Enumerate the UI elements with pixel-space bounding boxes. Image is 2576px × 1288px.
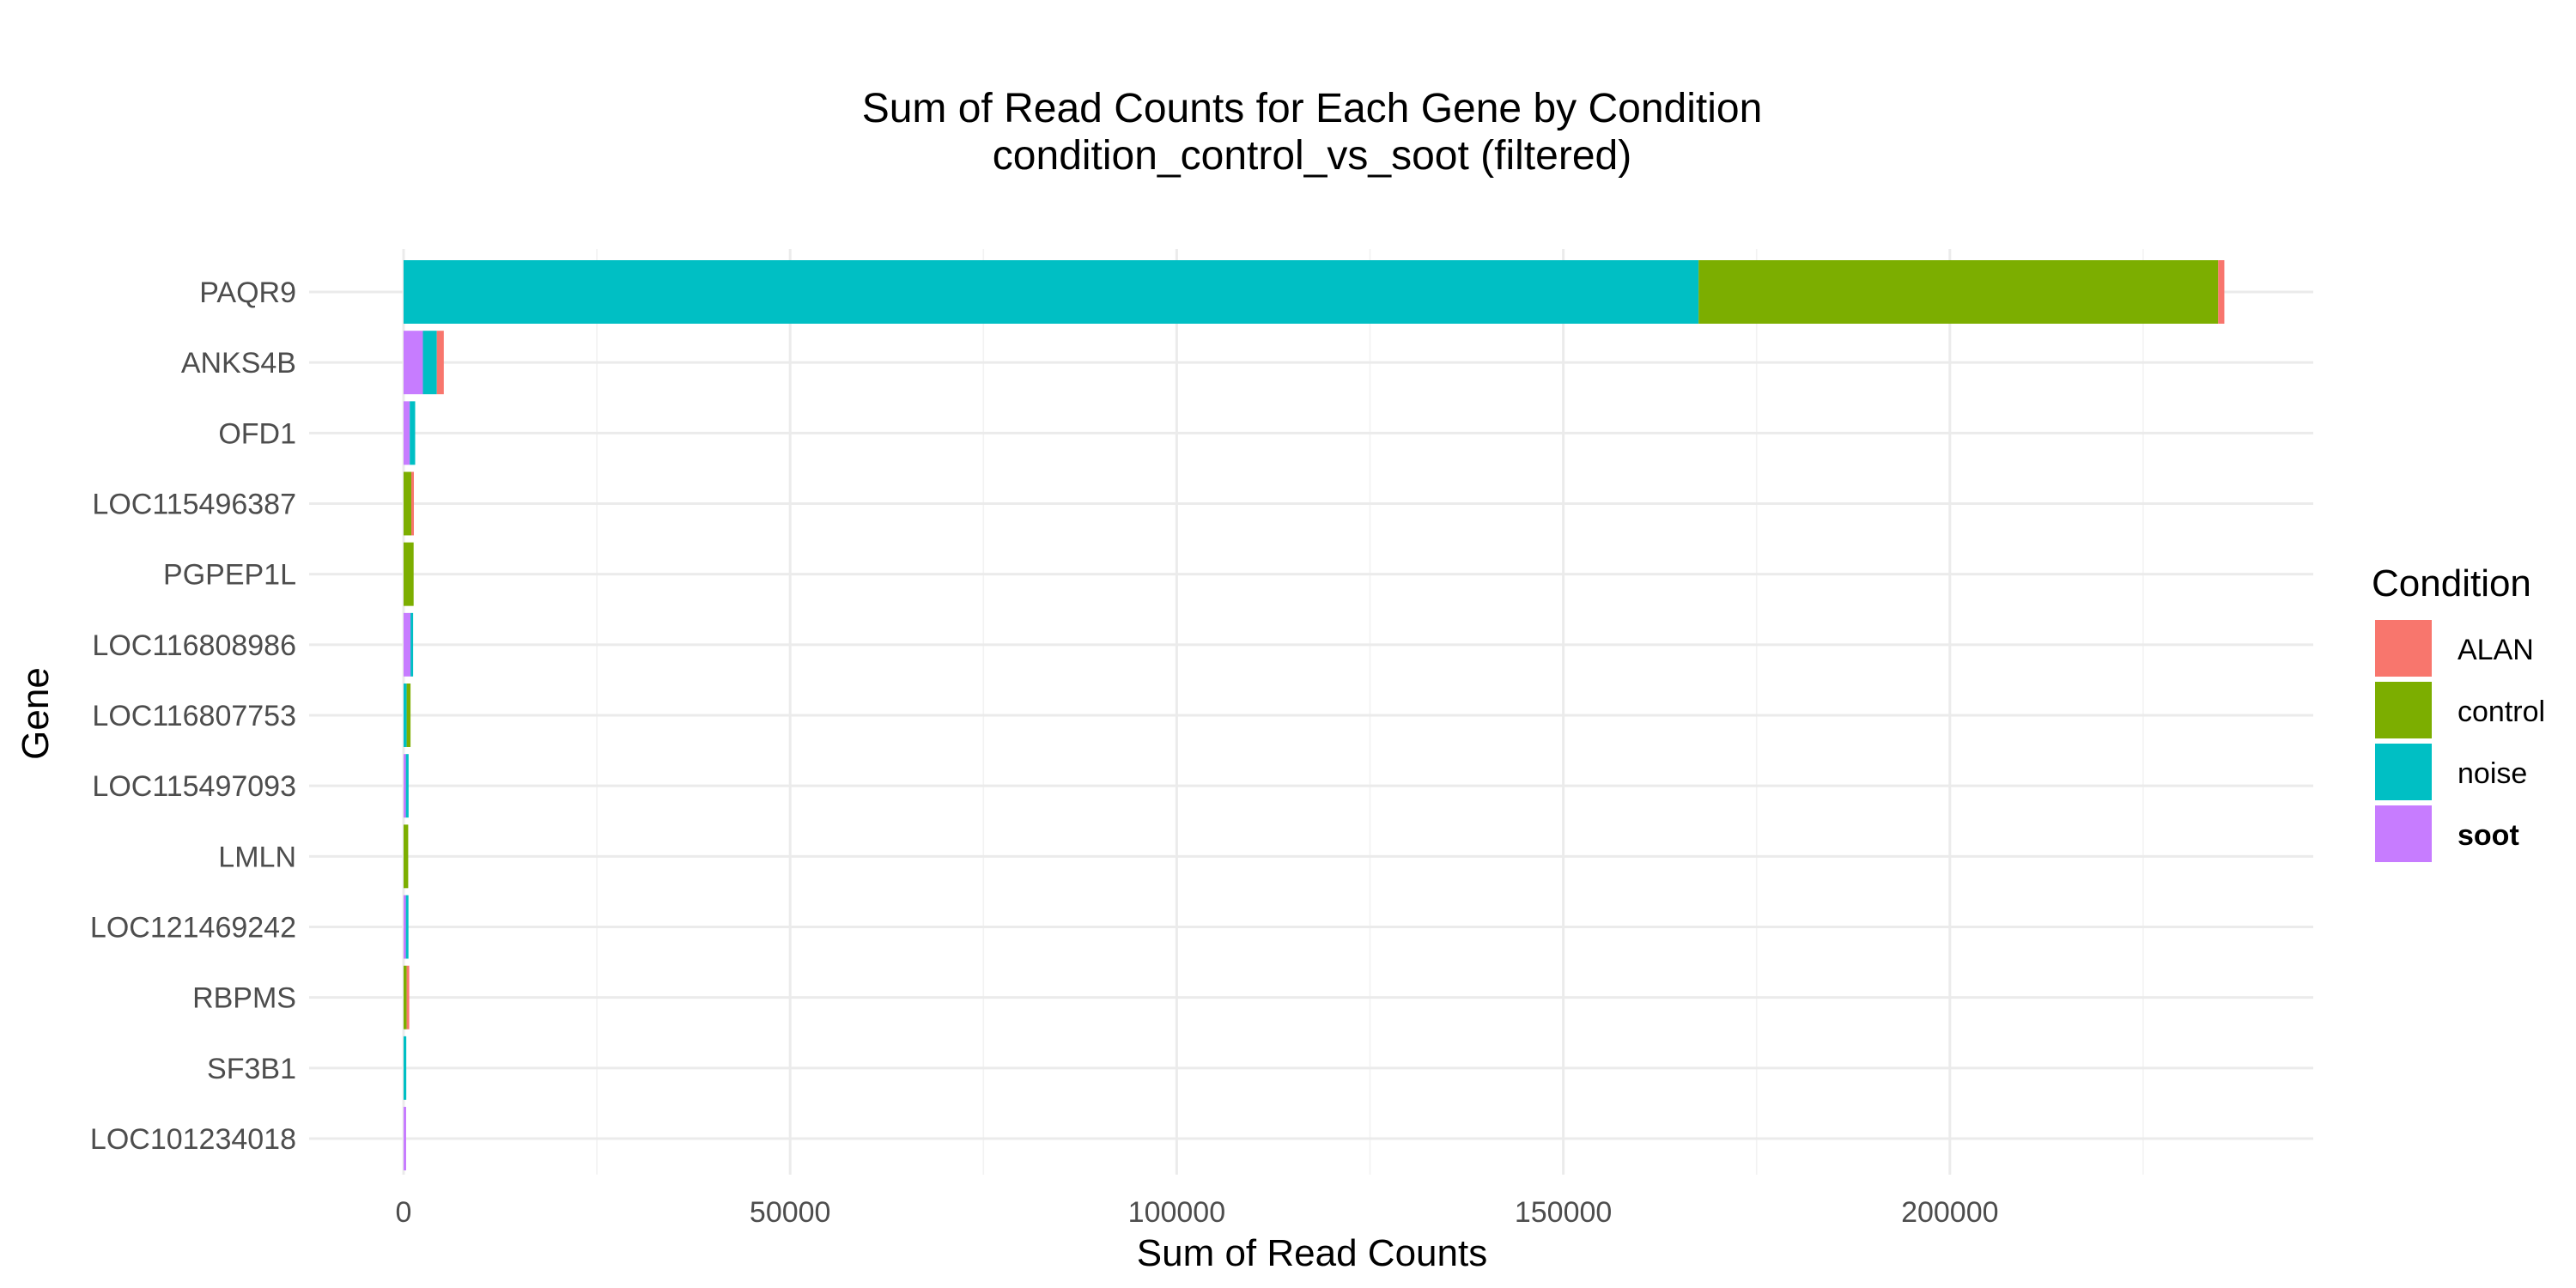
legend-label-ALAN: ALAN (2458, 634, 2534, 666)
bar-segment-soot (404, 612, 411, 677)
bar-segment-soot (404, 331, 423, 395)
chart-title: Sum of Read Counts for Each Gene by Cond… (862, 86, 1763, 131)
bar-segment-noise (404, 260, 1699, 324)
y-tick-label: SF3B1 (207, 1053, 296, 1085)
y-axis-title: Gene (15, 667, 57, 760)
y-tick-label: LMLN (218, 841, 296, 873)
bar-segment-soot (404, 754, 406, 818)
legend: Condition ALAN control noise soot (2372, 562, 2545, 862)
y-tick-label: LOC121469242 (90, 912, 296, 945)
bar-segment-noise (404, 1036, 407, 1100)
x-tick-labels: 0 50000 100000 150000 200000 (396, 1196, 1999, 1229)
y-tick-label: RBPMS (192, 982, 296, 1015)
bar-segment-noise (422, 331, 437, 395)
legend-label-noise: noise (2458, 757, 2527, 790)
grid-lines (309, 249, 2313, 1175)
y-tick-labels: PAQR9 ANKS4B OFD1 LOC115496387 PGPEP1L LOC116… (90, 276, 296, 1156)
y-tick-label: ANKS4B (181, 347, 296, 380)
bar-segment-control (406, 683, 411, 747)
y-tick-label: LOC101234018 (90, 1123, 296, 1156)
x-tick-label: 100000 (1128, 1196, 1225, 1229)
bar-segment-control (1698, 260, 2219, 324)
bar-segment-noise (405, 754, 409, 818)
y-tick-label: LOC115497093 (92, 770, 296, 803)
bar-segment-noise (404, 683, 407, 747)
bar-segment-ALAN (2218, 260, 2225, 324)
bar-segment-ALAN (411, 471, 415, 536)
bar-segment-ALAN (436, 331, 444, 395)
x-tick-label: 0 (396, 1196, 412, 1229)
x-axis-title: Sum of Read Counts (1137, 1232, 1487, 1274)
bar-segment-control (404, 965, 407, 1030)
bar-segment-noise (410, 401, 416, 465)
bar-segment-control (404, 824, 409, 889)
x-tick-label: 200000 (1901, 1196, 1998, 1229)
y-tick-label: LOC116807753 (92, 700, 296, 732)
x-tick-label: 150000 (1515, 1196, 1612, 1229)
bar-segment-control (404, 542, 414, 606)
legend-label-soot: soot (2458, 819, 2519, 852)
legend-title: Condition (2372, 562, 2531, 605)
chart-subtitle: condition_control_vs_soot (filtered) (993, 133, 1631, 179)
y-tick-label: OFD1 (218, 417, 296, 450)
y-tick-label: LOC116808986 (92, 629, 296, 662)
bar-segment-soot (404, 1107, 406, 1170)
legend-swatch-control (2375, 682, 2432, 738)
bars (404, 260, 2225, 1170)
legend-label-control: control (2458, 696, 2545, 728)
legend-swatch-noise (2375, 744, 2432, 800)
bar-segment-noise (410, 612, 414, 677)
bar-segment-control (404, 471, 412, 536)
bar-segment-ALAN (406, 965, 410, 1030)
y-tick-label: LOC115496387 (92, 489, 296, 521)
bar-segment-soot (404, 895, 406, 959)
legend-swatch-soot (2375, 805, 2432, 862)
bar-segment-noise (405, 895, 409, 959)
y-tick-label: PAQR9 (199, 276, 296, 309)
legend-swatch-ALAN (2375, 620, 2432, 677)
y-tick-label: PGPEP1L (163, 559, 296, 592)
bar-segment-soot (404, 401, 410, 465)
x-tick-label: 50000 (750, 1196, 831, 1229)
legend-entries: ALAN control noise soot (2375, 620, 2545, 862)
